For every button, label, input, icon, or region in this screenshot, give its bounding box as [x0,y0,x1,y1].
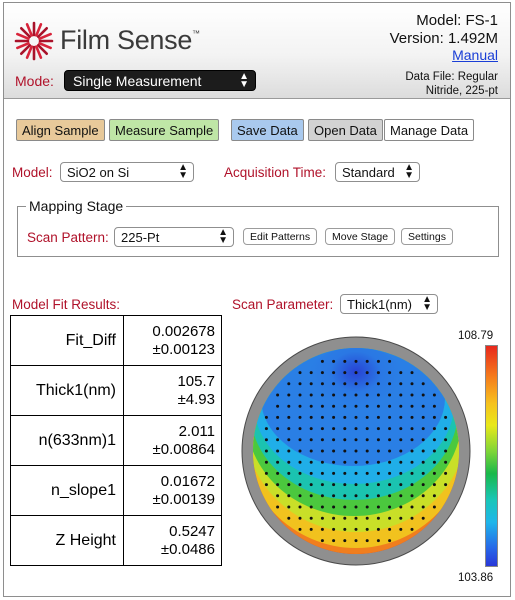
model-select-value: SiO2 on Si [67,165,130,180]
scan-pattern-select[interactable]: 225-Pt ▲ ▼ [114,227,234,247]
result-value-main: 0.01672 [160,472,215,490]
model-info: Model: FS-1 [416,12,498,29]
updown-arrow-icon: ▲ ▼ [239,71,249,90]
updown-arrow-icon: ▲ ▼ [404,162,414,181]
result-value-error: ±0.0486 [160,540,215,558]
edit-patterns-button[interactable]: Edit Patterns [243,228,318,245]
scan-pattern-value: 225-Pt [121,230,160,245]
result-name: Fit_Diff [10,315,124,366]
color-scale-bar [485,345,498,567]
result-value-main: 2.011 [178,422,215,440]
trademark-mark: ™ [192,29,200,38]
brand-text: Film Sense [60,25,193,55]
manage-data-button[interactable]: Manage Data [384,119,475,141]
version-info: Version: 1.492M [389,30,498,47]
result-value-error: ±0.00864 [152,440,215,458]
result-value-error: ±0.00123 [152,340,215,358]
result-value-main: 0.002678 [152,322,215,340]
acquisition-time-label: Acquisition Time: [224,165,327,180]
data-file-line1: Data File: Regular [405,71,498,83]
result-value: 0.5247 ±0.0486 [123,515,222,566]
acquisition-time-value: Standard [342,165,395,180]
result-value-main: 0.5247 [169,522,215,540]
updown-arrow-icon: ▲ ▼ [178,162,188,181]
acquisition-time-select[interactable]: Standard ▲ ▼ [335,162,420,182]
table-row: Z Height 0.5247 ±0.0486 [10,515,222,566]
mode-select-value: Single Measurement [73,73,202,89]
brand-name: Film Sense™ [60,25,200,56]
result-value: 0.01672 ±0.00139 [123,465,222,516]
table-row: n(633nm)1 2.011 ±0.00864 [10,415,222,466]
color-scale-max: 108.79 [458,330,494,342]
move-stage-button[interactable]: Move Stage [325,228,396,245]
data-file-line2: Nitride, 225-pt [425,85,498,97]
results-table: Fit_Diff 0.002678 ±0.00123 Thick1(nm) 105.7 ±… [10,315,222,566]
result-name: Z Height [10,515,124,566]
table-row: Fit_Diff 0.002678 ±0.00123 [10,315,222,366]
scan-pattern-label: Scan Pattern: [27,230,109,245]
updown-arrow-icon: ▲ ▼ [422,294,432,313]
result-name: n(633nm)1 [10,415,124,466]
model-fit-results-title: Model Fit Results: [12,297,121,312]
mode-select[interactable]: Single Measurement ▲ ▼ [64,70,256,91]
app-frame [3,2,511,597]
data-file-info: Data File: Regular Nitride, 225-pt [405,70,498,98]
mapping-stage-group [17,206,499,257]
result-value: 0.002678 ±0.00123 [123,315,222,366]
updown-arrow-icon: ▲ ▼ [218,227,228,246]
measure-sample-button[interactable]: Measure Sample [109,119,220,141]
result-value: 105.7 ±4.93 [123,365,222,416]
save-data-button[interactable]: Save Data [231,119,304,141]
result-value-error: ±0.00139 [152,490,215,508]
result-name: Thick1(nm) [10,365,124,416]
mode-label: Mode: [15,73,54,89]
starburst-logo-icon [14,21,54,61]
align-sample-button[interactable]: Align Sample [16,119,105,141]
table-row: Thick1(nm) 105.7 ±4.93 [10,365,222,416]
wafer-thickness-map [241,336,471,566]
scan-parameter-value: Thick1(nm) [347,297,413,312]
scan-parameter-select[interactable]: Thick1(nm) ▲ ▼ [340,294,438,314]
open-data-button[interactable]: Open Data [308,119,383,141]
model-select[interactable]: SiO2 on Si ▲ ▼ [60,162,194,182]
table-row: n_slope1 0.01672 ±0.00139 [10,465,222,516]
result-value: 2.011 ±0.00864 [123,415,222,466]
result-value-main: 105.7 [177,372,215,390]
result-value-error: ±4.93 [177,390,215,408]
header-bar: Film Sense™ Model: FS-1 Version: 1.492M … [4,3,510,99]
manual-link[interactable]: Manual [452,47,498,63]
model-label: Model: [12,165,53,180]
result-name: n_slope1 [10,465,124,516]
settings-button[interactable]: Settings [401,228,453,245]
color-scale-min: 103.86 [458,572,494,584]
scan-parameter-label: Scan Parameter: [232,297,334,312]
mapping-stage-legend: Mapping Stage [26,198,127,214]
